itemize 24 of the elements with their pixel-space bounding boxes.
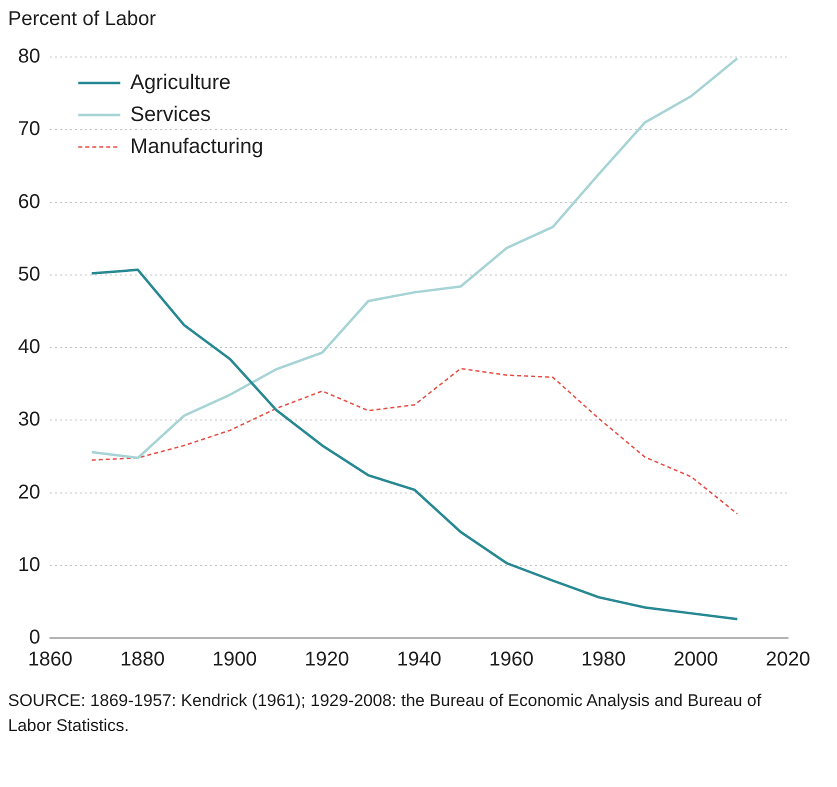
legend-label: Agriculture bbox=[130, 70, 231, 94]
source-note: SOURCE: 1869-1957: Kendrick (1961); 1929-2008: the Bureau of Economic Analysis and Bureau of Labor Statistics. bbox=[8, 690, 762, 737]
y-tick-label: 80 bbox=[18, 46, 40, 68]
y-axis-title: Percent of Labor bbox=[8, 8, 157, 31]
y-tick-label: 50 bbox=[18, 263, 40, 286]
y-tick-label: 70 bbox=[18, 118, 40, 140]
x-tick-label: 1900 bbox=[212, 648, 257, 671]
line-series bbox=[90, 368, 738, 515]
x-tick-label: 2020 bbox=[766, 648, 810, 671]
x-tick-label: 1880 bbox=[120, 648, 165, 671]
y-tick-label: 30 bbox=[18, 408, 40, 431]
x-tick-label: 1920 bbox=[304, 648, 350, 671]
x-tick-label: 1940 bbox=[396, 648, 442, 671]
y-tick-label: 40 bbox=[18, 336, 40, 358]
x-tick-label: 2000 bbox=[674, 648, 718, 671]
y-tick-label: 60 bbox=[18, 190, 40, 213]
y-tick-label: 0 bbox=[29, 626, 40, 649]
legend-label: Services bbox=[130, 102, 211, 126]
legend-label: Manufacturing bbox=[130, 134, 264, 158]
x-tick-label: 1980 bbox=[581, 648, 626, 671]
x-tick-label: 1860 bbox=[28, 648, 72, 671]
y-tick-label: 10 bbox=[18, 554, 40, 576]
x-tick-label: 1960 bbox=[489, 648, 534, 671]
y-tick-label: 20 bbox=[18, 481, 40, 504]
